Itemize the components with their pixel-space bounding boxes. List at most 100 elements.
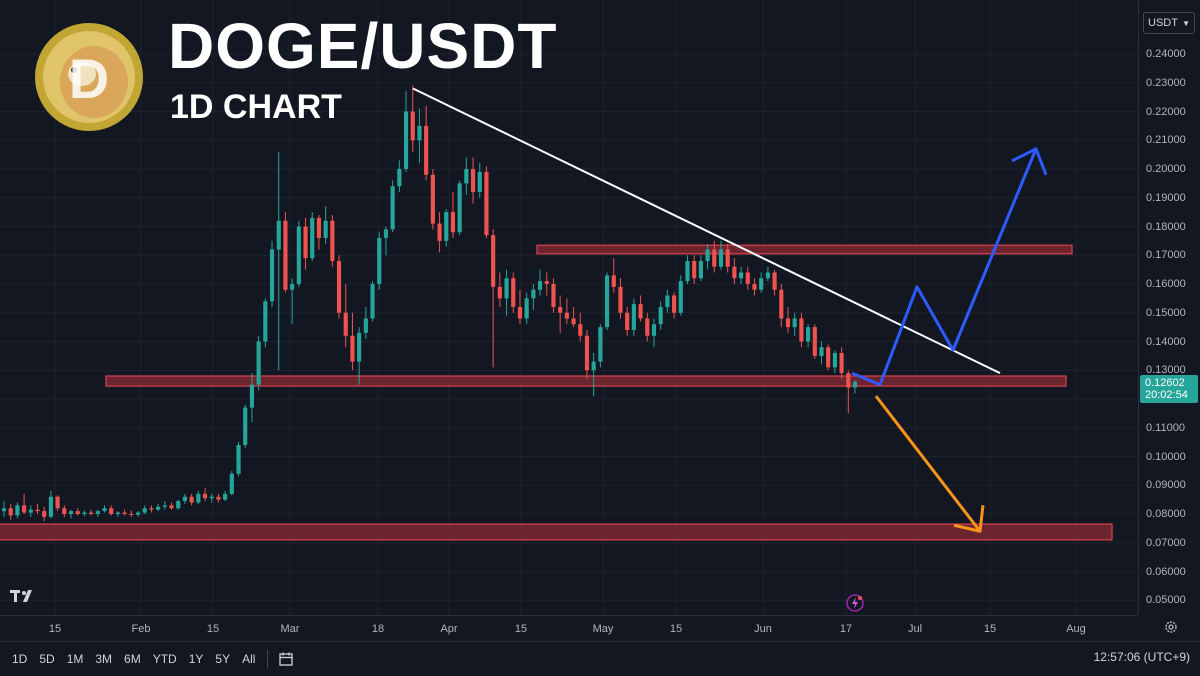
candle-body — [283, 220, 288, 290]
candle-body — [819, 347, 824, 356]
candle-body — [15, 505, 20, 516]
candle-body — [343, 312, 348, 336]
candle-body — [792, 318, 797, 328]
candle-body — [537, 281, 543, 290]
candle-body — [430, 174, 435, 224]
range-3m-button[interactable]: 3M — [95, 652, 113, 666]
bearish-projection — [874, 395, 982, 533]
time-tick-label: Jul — [907, 623, 923, 635]
price-tick-label: 0.08000 — [1146, 508, 1186, 520]
currency-selector[interactable]: USDT ▼ — [1143, 12, 1195, 34]
candle-body — [598, 327, 603, 362]
currency-label: USDT — [1148, 17, 1178, 29]
price-tick-label: 0.10000 — [1146, 450, 1186, 463]
toolbar-divider — [267, 650, 269, 668]
candle-body — [511, 278, 516, 307]
candle-body — [55, 496, 60, 509]
price-tick-label: 0.19000 — [1146, 191, 1186, 204]
calendar-icon[interactable] — [278, 651, 294, 667]
candle-body — [745, 272, 750, 284]
candle-body — [22, 505, 27, 513]
candle-body — [68, 511, 74, 514]
range-ytd-button[interactable]: YTD — [152, 652, 177, 666]
time-tick-label: 15 — [669, 623, 683, 635]
candle-body — [712, 249, 717, 267]
resistance-zone — [536, 244, 1073, 255]
candle-body — [236, 445, 241, 474]
range-1m-button[interactable]: 1M — [66, 652, 84, 666]
candle-body — [310, 217, 315, 259]
price-tick-label: 0.05000 — [1146, 594, 1186, 607]
candle-body — [698, 261, 703, 279]
gear-icon[interactable] — [1163, 619, 1179, 635]
candle-body — [383, 229, 389, 238]
bearish-arrowhead — [953, 505, 985, 533]
candle-body — [156, 506, 161, 510]
candle-body — [109, 508, 114, 514]
time-tick-label: Apr — [440, 623, 458, 635]
price-tick-label: 0.23000 — [1146, 76, 1186, 89]
candle-body — [95, 511, 100, 514]
candle-body — [169, 505, 174, 509]
candle-body — [692, 261, 697, 279]
candle-body — [290, 284, 295, 290]
range-all-button[interactable]: All — [242, 652, 256, 666]
candle-body — [209, 496, 214, 499]
range-6m-button[interactable]: 6M — [124, 652, 141, 666]
bullish-arrowhead — [1011, 147, 1048, 176]
candle-body — [35, 509, 40, 512]
support-zone — [105, 375, 1067, 387]
candle-body — [216, 496, 221, 500]
time-tick-label: May — [592, 623, 614, 635]
candle-body — [558, 307, 563, 313]
candle-body — [739, 272, 744, 279]
support-resistance-zones — [0, 244, 1113, 541]
candle-body — [564, 312, 569, 319]
range-1d-button[interactable]: 1D — [12, 652, 28, 666]
candle-body — [678, 281, 683, 313]
price-axis[interactable] — [1138, 0, 1200, 615]
candlestick-chart[interactable] — [0, 0, 1138, 615]
chevron-down-icon: ▼ — [1182, 18, 1190, 28]
range-5d-button[interactable]: 5D — [39, 652, 55, 666]
candle-body — [223, 493, 228, 500]
price-tick-label: 0.11000 — [1146, 421, 1185, 434]
range-5y-button[interactable]: 5Y — [215, 652, 231, 666]
candle-body — [785, 318, 791, 328]
candle-body — [638, 304, 643, 319]
candle-body — [330, 220, 335, 261]
time-axis[interactable] — [0, 615, 1138, 642]
price-tick-label: 0.06000 — [1146, 565, 1186, 578]
candle-body — [397, 169, 402, 187]
candle-body — [799, 318, 804, 342]
candle-body — [62, 508, 67, 514]
candle-body — [665, 295, 670, 307]
range-1y-button[interactable]: 1Y — [188, 652, 204, 666]
candle-body — [122, 512, 127, 514]
current-price-label: 0.12602 20:02:54 — [1140, 375, 1198, 403]
candle-body — [417, 125, 422, 141]
candle-body — [243, 407, 248, 445]
candle-body — [591, 361, 596, 371]
candle-body — [718, 249, 724, 267]
time-tick-label: Aug — [1066, 623, 1086, 635]
candle-body — [658, 307, 663, 325]
candle-body — [89, 512, 94, 514]
candle-body — [725, 249, 730, 267]
candle-body — [370, 284, 375, 319]
candle-body — [812, 327, 817, 356]
tradingview-logo-icon[interactable] — [10, 588, 38, 604]
candle-body — [437, 223, 442, 241]
dogecoin-logo: D — [34, 22, 144, 132]
candle-body — [618, 286, 623, 313]
time-tick-label: 18 — [371, 623, 385, 635]
lightning-icon[interactable] — [846, 594, 864, 612]
candle-body — [832, 353, 837, 368]
clock-readout[interactable]: 12:57:06 (UTC+9) — [1093, 650, 1190, 664]
candle-body — [149, 508, 154, 510]
candle-body — [464, 169, 469, 184]
candle-body — [611, 275, 616, 287]
candle-body — [752, 284, 757, 290]
candle-body — [531, 289, 536, 299]
candle-body — [276, 220, 281, 250]
